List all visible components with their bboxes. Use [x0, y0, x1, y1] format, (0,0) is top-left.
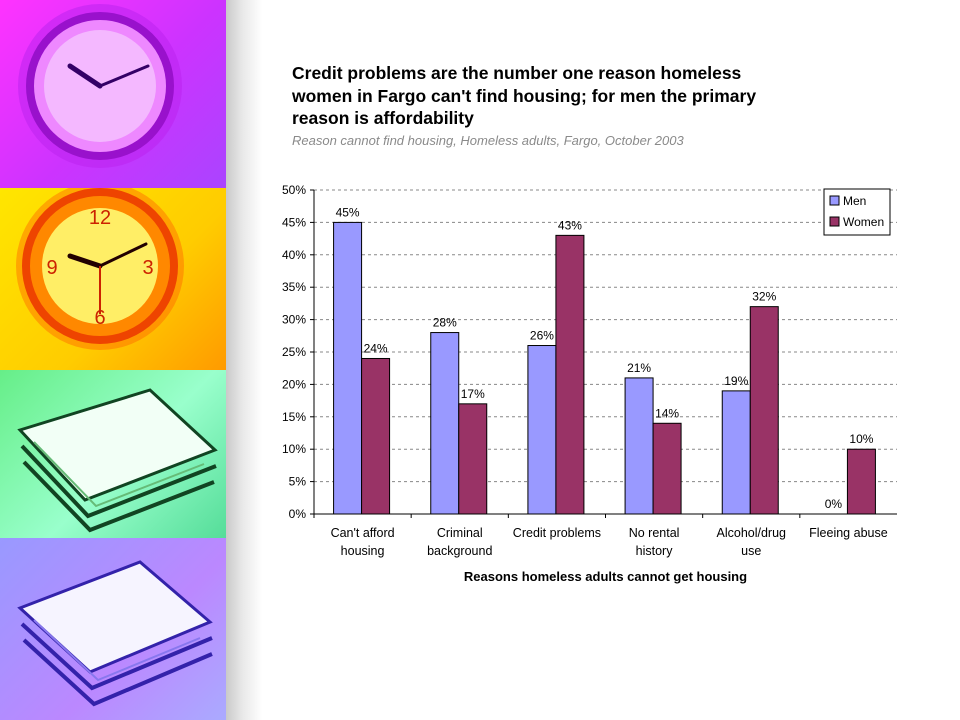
x-tick-label: Credit problems [513, 526, 601, 540]
purple-papers-photo [0, 538, 226, 720]
chart-heading: Credit problems are the number one reaso… [292, 62, 892, 148]
legend-label-women: Women [843, 215, 884, 229]
data-label: 32% [752, 290, 776, 304]
bar-women [846, 448, 876, 515]
purple-clock-photo [0, 0, 226, 188]
bar-women [749, 306, 779, 515]
bar-women [361, 357, 391, 515]
legend-swatch-men [829, 195, 840, 206]
x-tick-label: housing [341, 544, 385, 558]
data-label: 17% [461, 387, 485, 401]
y-tick-label: 35% [282, 280, 306, 294]
x-tick-label: Criminal [437, 526, 483, 540]
x-tick-label: history [636, 544, 674, 558]
bar-women [652, 422, 682, 515]
decorative-photo-strip: 12 3 6 9 [0, 0, 226, 720]
clock-icon: 12 3 6 9 [16, 188, 184, 350]
y-tick-label: 15% [282, 410, 306, 424]
svg-text:3: 3 [142, 257, 153, 279]
papers-icon [17, 560, 213, 707]
data-label: 43% [558, 218, 582, 232]
green-papers-photo [0, 370, 226, 538]
strip-shadow [226, 0, 262, 720]
svg-text:6: 6 [94, 307, 105, 329]
y-tick-label: 40% [282, 248, 306, 262]
chart-title-line-1: Credit problems are the number one reaso… [292, 63, 742, 83]
y-tick-label: 25% [282, 345, 306, 359]
svg-text:12: 12 [89, 207, 111, 229]
x-tick-label: Fleeing abuse [809, 526, 888, 540]
chart-title-line-3: reason is affordability [292, 108, 474, 128]
y-tick-label: 20% [282, 377, 306, 391]
bar-men [721, 390, 751, 515]
data-label: 10% [849, 432, 873, 446]
bar-men [333, 221, 363, 515]
bar-men [527, 345, 557, 515]
data-label: 45% [336, 205, 360, 219]
bar-women [458, 403, 488, 515]
bar-men [624, 377, 654, 515]
orange-clock-photo: 12 3 6 9 [0, 188, 226, 370]
data-label: 21% [627, 361, 651, 375]
legend-label-men: Men [843, 194, 866, 208]
chart-title-line-2: women in Fargo can't find housing; for m… [292, 85, 757, 106]
papers-icon [17, 388, 218, 533]
y-tick-label: 10% [282, 442, 306, 456]
x-tick-label: background [427, 544, 492, 558]
bar-women [555, 234, 585, 515]
data-label: 14% [655, 406, 679, 420]
y-tick-label: 5% [289, 475, 307, 489]
data-label: 28% [433, 316, 457, 330]
x-tick-label: use [741, 544, 761, 558]
x-tick-label: No rental [629, 526, 680, 540]
chart-subtitle: Reason cannot find housing, Homeless adu… [292, 132, 684, 148]
plot-area [314, 190, 897, 514]
y-tick-label: 50% [282, 183, 306, 197]
data-label: 19% [724, 374, 748, 388]
bar-men [430, 332, 460, 515]
clock-icon [18, 4, 182, 168]
y-tick-label: 45% [282, 215, 306, 229]
x-axis-title: Reasons homeless adults cannot get housi… [464, 569, 747, 584]
y-tick-label: 30% [282, 313, 306, 327]
x-tick-label: Can't afford [331, 526, 395, 540]
svg-text:9: 9 [46, 257, 57, 279]
legend-swatch-women [829, 216, 840, 227]
data-label: 26% [530, 329, 554, 343]
data-label: 24% [364, 341, 388, 355]
data-label: 0% [825, 497, 843, 511]
y-tick-label: 0% [289, 507, 307, 521]
x-tick-label: Alcohol/drug [717, 526, 787, 540]
